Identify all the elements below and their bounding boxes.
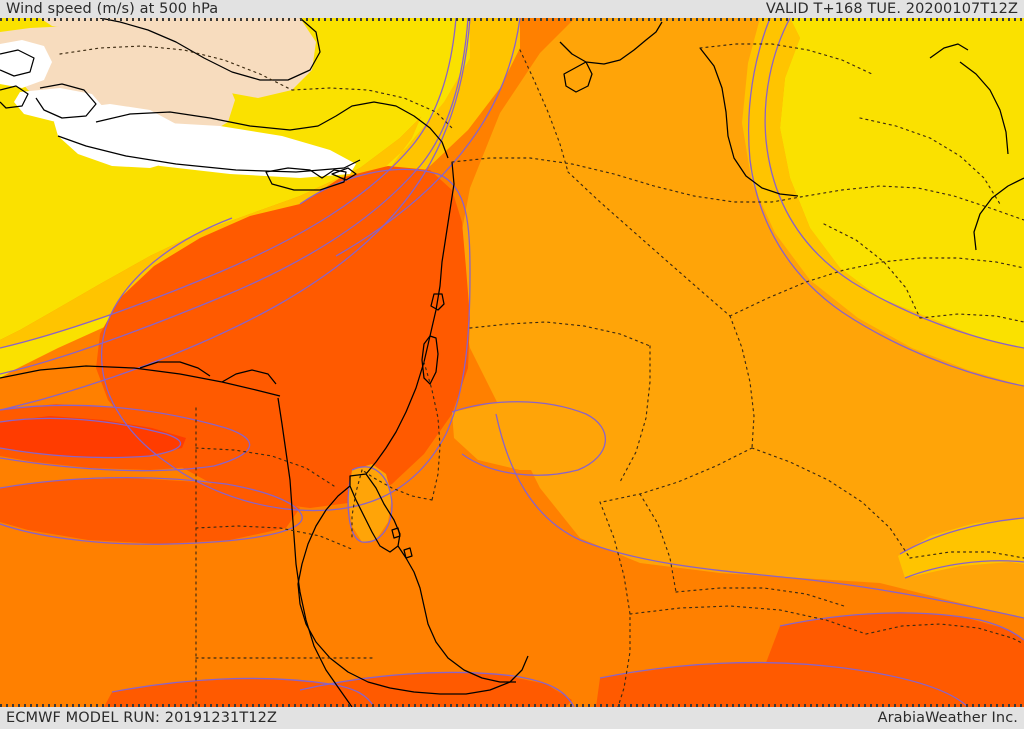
valid-time-label: VALID T+168 TUE. 20200107T12Z xyxy=(765,1,1018,17)
wind-speed-contour-field xyxy=(0,18,1024,707)
map-tick-row-bottom xyxy=(0,704,1024,707)
fill-band-elevated-se xyxy=(898,518,1024,578)
fill-band-moderate-ne xyxy=(700,18,1024,348)
fill-band-extreme-egypt xyxy=(0,416,186,458)
fill-band-lowest-med3 xyxy=(14,88,104,122)
fill-band-elevated-nw xyxy=(0,18,520,372)
national-borders xyxy=(59,43,1024,707)
fill-band-severe-redsea2 xyxy=(104,678,372,707)
header-bar: Wind speed (m/s) at 500 hPa VALID T+168 … xyxy=(0,0,1024,18)
model-run-label: ECMWF MODEL RUN: 20191231T12Z xyxy=(6,710,277,726)
attribution-label: ArabiaWeather Inc. xyxy=(877,710,1018,726)
footer-bar: ECMWF MODEL RUN: 20191231T12Z ArabiaWeat… xyxy=(0,707,1024,729)
forecast-map[interactable] xyxy=(0,18,1024,707)
isotach-contour-lines xyxy=(0,18,1024,707)
map-tick-row-top xyxy=(0,18,1024,21)
fill-band-severe-redsea xyxy=(300,672,572,707)
fill-band-high-sinai xyxy=(348,464,392,542)
fill-band-high-jordan xyxy=(452,402,606,470)
fill-band-lowest-med2 xyxy=(76,122,356,178)
fill-band-moderate-levant xyxy=(0,18,470,378)
fill-band-low-2 xyxy=(40,18,316,98)
fill-band-severe-se2 xyxy=(596,662,966,707)
page-title: Wind speed (m/s) at 500 hPa xyxy=(6,1,219,17)
fill-band-elevated-ne xyxy=(742,18,1024,386)
